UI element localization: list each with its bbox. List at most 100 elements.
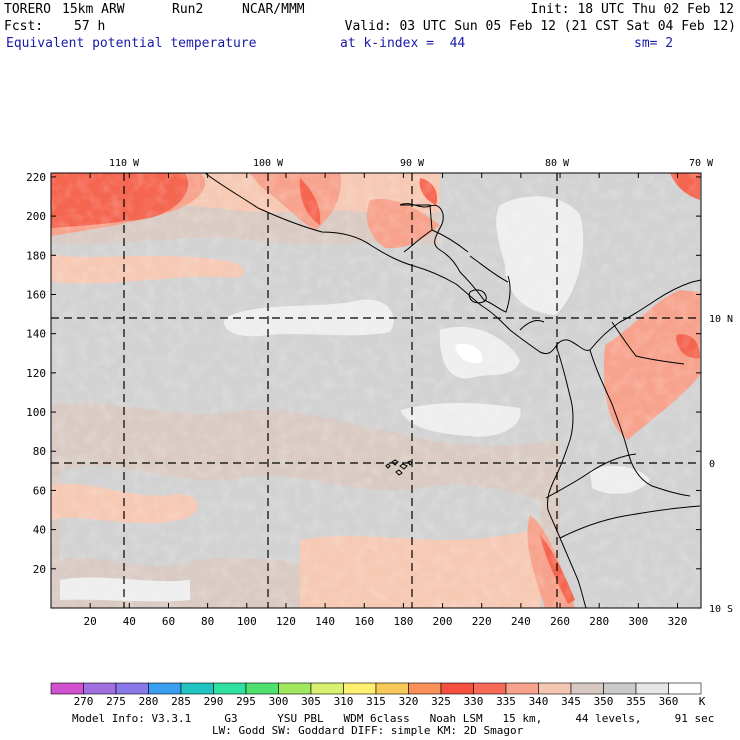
legend-label: 290: [204, 695, 224, 708]
legend-swatch: [603, 682, 637, 695]
color-legend: [50, 682, 702, 695]
coastline-gulf: [399, 203, 511, 313]
coastline-north-sa: [589, 279, 701, 351]
latitude-label: 0: [709, 459, 715, 470]
border-peru: [559, 505, 701, 539]
longitude-label: 110 W: [109, 158, 140, 169]
legend-label: 335: [496, 695, 516, 708]
legend-label: 300: [269, 695, 289, 708]
y-tick-label: 140: [26, 328, 46, 341]
border-venezuela: [611, 321, 685, 365]
field-texture: [51, 173, 701, 608]
grid-ticks: [51, 173, 701, 608]
y-tick-label: 220: [26, 171, 46, 184]
x-tick-label: 220: [472, 615, 492, 628]
legend-label: 350: [594, 695, 614, 708]
legend-swatch: [408, 682, 442, 695]
legend-swatch: [668, 682, 702, 695]
legend-swatch: [245, 682, 279, 695]
run-label: Run2: [172, 2, 204, 17]
map-field: [51, 173, 701, 608]
org-label: NCAR/MMM: [242, 2, 305, 17]
legend-swatch: [278, 682, 312, 695]
latitude-labels: 10 N 0 10 S: [709, 314, 733, 615]
y-tick-label: 100: [26, 406, 46, 419]
legend-label: 280: [139, 695, 159, 708]
legend-swatch: [505, 682, 539, 695]
legend-swatch: [115, 682, 149, 695]
legend-label: 310: [334, 695, 354, 708]
x-tick-label: 280: [589, 615, 609, 628]
legend-swatch: [213, 682, 247, 695]
x-tick-label: 260: [550, 615, 570, 628]
legend-label: 325: [431, 695, 451, 708]
legend-label: 305: [301, 695, 321, 708]
legend-swatch: [538, 682, 572, 695]
forecast-hours: 57 h: [74, 19, 106, 34]
y-tick-label: 60: [33, 484, 46, 497]
init-time: Init: 18 UTC Thu 02 Feb 12: [530, 2, 735, 17]
legend-swatch: [343, 682, 377, 695]
graticule: [51, 173, 701, 608]
legend-swatch: [440, 682, 474, 695]
longitude-labels: 110 W 100 W 90 W 80 W 70 W: [109, 158, 714, 169]
x-tick-labels: 20 40 60 80 100 120 140 160 180 200 220 240 260 280 30…: [84, 615, 688, 628]
y-tick-label: 20: [33, 563, 46, 576]
latitude-label: 10 S: [709, 604, 733, 615]
legend-label: 345: [561, 695, 581, 708]
smoothing-label: sm= 2: [634, 36, 674, 51]
border-central-america: [400, 204, 545, 331]
y-tick-label: 120: [26, 367, 46, 380]
level-label: at k-index = 44: [340, 36, 466, 51]
legend-label: 320: [399, 695, 419, 708]
map-frame: [50, 172, 702, 609]
model-resolution: 15km ARW: [62, 2, 125, 17]
y-tick-label: 160: [26, 288, 46, 301]
x-tick-label: 100: [237, 615, 257, 628]
legend-swatch: [473, 682, 507, 695]
forecast-label: Fcst:: [4, 19, 44, 34]
x-tick-label: 20: [84, 615, 97, 628]
y-tick-label: 200: [26, 210, 46, 223]
legend-swatch: [375, 682, 409, 695]
x-tick-label: 160: [354, 615, 374, 628]
x-tick-label: 80: [201, 615, 214, 628]
legend-label: 295: [236, 695, 256, 708]
x-tick-label: 320: [668, 615, 688, 628]
legend-swatch: [570, 682, 604, 695]
legend-swatch: [50, 682, 84, 695]
coastline-colombia: [547, 345, 587, 608]
y-tick-label: 40: [33, 524, 46, 537]
x-tick-label: 300: [628, 615, 648, 628]
x-tick-label: 60: [162, 615, 175, 628]
color-legend-labels: 270 275 280 285 290 295 300 305 310 315 320 325 330 3…: [74, 695, 679, 708]
x-tick-label: 40: [123, 615, 136, 628]
y-tick-label: 80: [33, 445, 46, 458]
y-tick-labels: 220 200 180 160 140 120 100 80 60 40 20: [26, 171, 46, 576]
valid-time: Valid: 03 UTC Sun 05 Feb 12 (21 CST Sat …: [344, 19, 736, 34]
y-tick-label: 180: [26, 249, 46, 262]
legend-label: 330: [464, 695, 484, 708]
longitude-label: 70 W: [689, 158, 714, 169]
legend-label: 360: [659, 695, 679, 708]
x-tick-label: 140: [315, 615, 335, 628]
x-tick-label: 120: [276, 615, 296, 628]
legend-label: 270: [74, 695, 94, 708]
legend-swatch: [180, 682, 214, 695]
x-tick-label: 200: [433, 615, 453, 628]
legend-swatch: [83, 682, 117, 695]
longitude-label: 100 W: [253, 158, 284, 169]
legend-label: 275: [106, 695, 126, 708]
x-tick-label: 240: [511, 615, 531, 628]
legend-label: 315: [366, 695, 386, 708]
lake-nicaragua: [468, 289, 487, 304]
legend-unit: K: [699, 695, 706, 708]
border-sa-interior: [545, 349, 691, 499]
model-name: TORERO: [4, 2, 51, 17]
x-tick-label: 180: [393, 615, 413, 628]
field-name: Equivalent potential temperature: [6, 36, 257, 51]
longitude-label: 80 W: [545, 158, 570, 169]
longitude-label: 90 W: [400, 158, 425, 169]
legend-swatch: [635, 682, 669, 695]
